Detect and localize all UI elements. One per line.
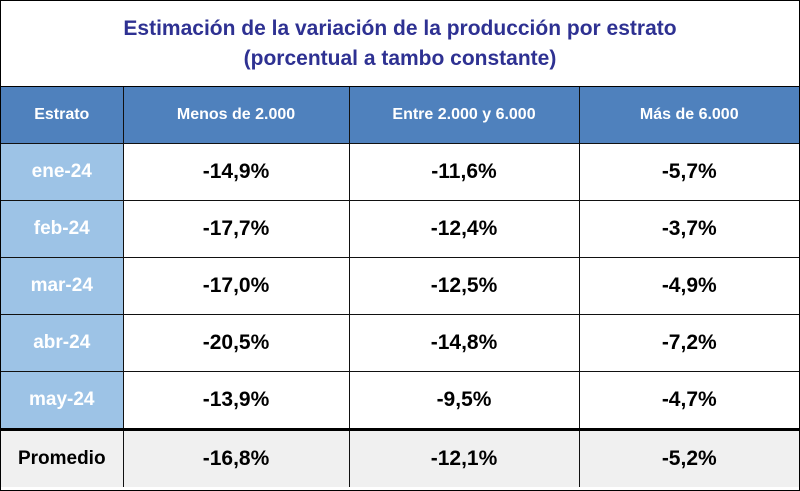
value-cell: -5,2% [578, 428, 799, 487]
column-header: Entre 2.000 y 6.000 [348, 87, 580, 144]
value-cell: -3,7% [578, 200, 799, 258]
value-cell: -7,2% [578, 314, 799, 372]
average-row: Promedio -16,8% -12,1% -5,2% [1, 428, 799, 487]
value-cell: -9,5% [348, 371, 580, 430]
value-cell: -5,7% [578, 143, 799, 201]
value-cell: -16,8% [122, 428, 350, 487]
table-row: feb-24 -17,7% -12,4% -3,7% [1, 200, 799, 258]
table-row: abr-24 -20,5% -14,8% -7,2% [1, 314, 799, 372]
header-row: Estrato Menos de 2.000 Entre 2.000 y 6.0… [1, 87, 799, 144]
table-row: may-24 -13,9% -9,5% -4,7% [1, 371, 799, 430]
value-cell: -12,5% [348, 257, 580, 315]
column-header: Estrato [1, 87, 124, 144]
data-table: Estrato Menos de 2.000 Entre 2.000 y 6.0… [1, 87, 799, 487]
row-label: mar-24 [1, 257, 124, 315]
row-label: feb-24 [1, 200, 124, 258]
value-cell: -17,7% [122, 200, 350, 258]
row-label: Promedio [1, 428, 124, 487]
value-cell: -4,7% [578, 371, 799, 430]
value-cell: -13,9% [122, 371, 350, 430]
table-title-block: Estimación de la variación de la producc… [1, 1, 799, 87]
value-cell: -12,1% [348, 428, 580, 487]
table-row: ene-24 -14,9% -11,6% -5,7% [1, 143, 799, 201]
value-cell: -14,8% [348, 314, 580, 372]
table-subtitle: (porcentual a tambo constante) [243, 46, 557, 70]
column-header: Más de 6.000 [578, 87, 799, 144]
column-header: Menos de 2.000 [122, 87, 350, 144]
row-label: ene-24 [1, 143, 124, 201]
value-cell: -14,9% [122, 143, 350, 201]
value-cell: -20,5% [122, 314, 350, 372]
value-cell: -4,9% [578, 257, 799, 315]
value-cell: -12,4% [348, 200, 580, 258]
table-title: Estimación de la variación de la producc… [123, 16, 677, 40]
table-row: mar-24 -17,0% -12,5% -4,9% [1, 257, 799, 315]
value-cell: -11,6% [348, 143, 580, 201]
row-label: may-24 [1, 371, 124, 430]
value-cell: -17,0% [122, 257, 350, 315]
row-label: abr-24 [1, 314, 124, 372]
